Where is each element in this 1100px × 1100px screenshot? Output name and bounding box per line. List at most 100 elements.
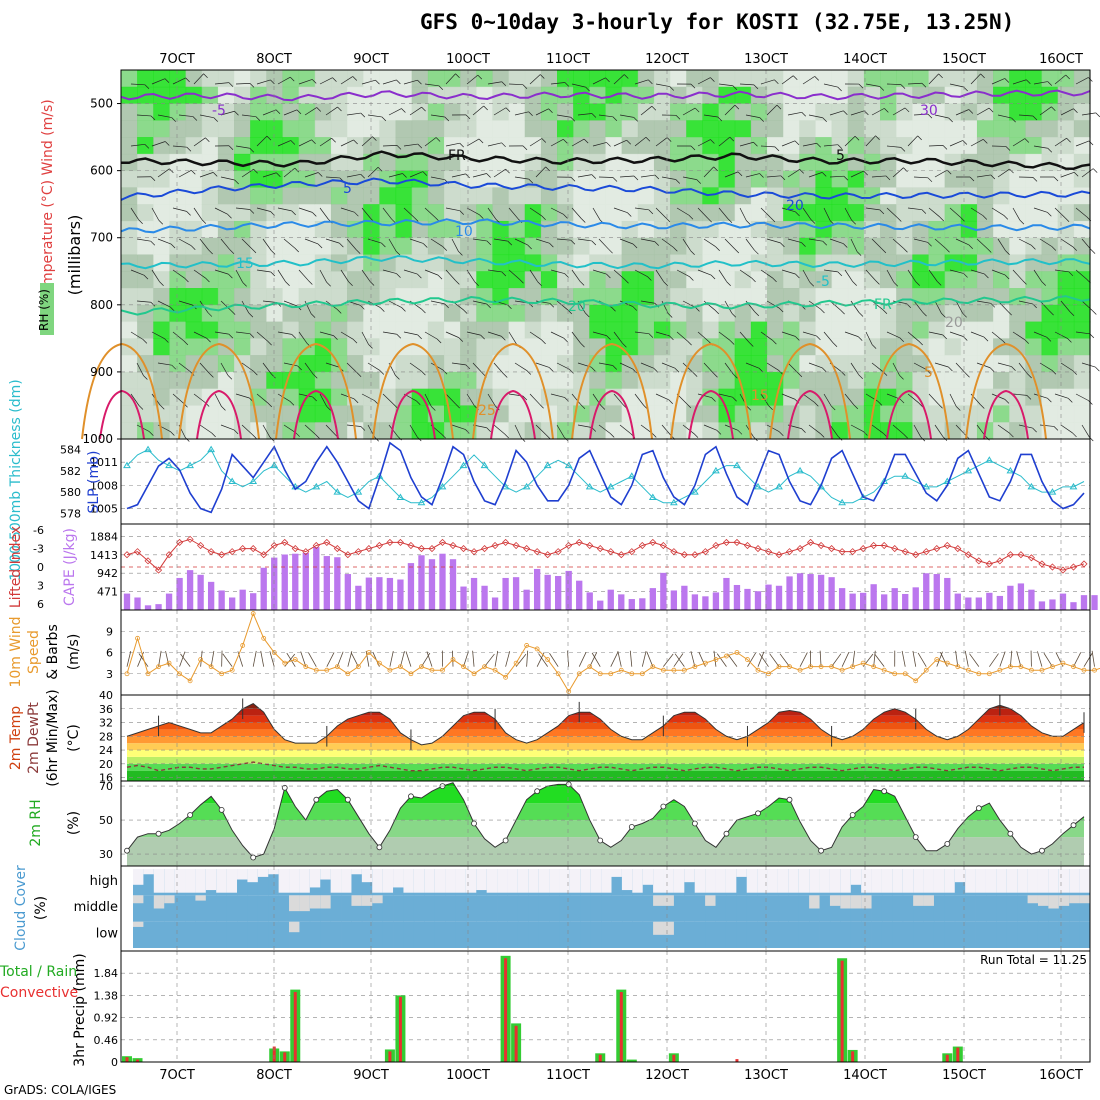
wind-barb <box>592 269 607 275</box>
rh-cell <box>330 170 348 189</box>
wind-barb-flag <box>731 312 737 318</box>
rh-cell <box>121 170 138 189</box>
cloud-high-clear <box>601 869 612 893</box>
wind-barb <box>151 141 166 147</box>
rh-cell <box>653 405 671 423</box>
wind-speed-point <box>934 657 940 662</box>
rh-cell <box>508 70 526 88</box>
wind-barb <box>214 393 222 407</box>
rh-cell <box>217 288 235 306</box>
lifted-point <box>933 545 941 553</box>
cape-bar <box>555 575 562 610</box>
wind-barb-flag <box>170 243 176 249</box>
rh-cell <box>395 220 413 239</box>
cloud-high-clear <box>1006 869 1018 893</box>
wind-barb-flag <box>809 282 815 287</box>
rh-cell <box>395 237 413 256</box>
rh-cell <box>767 355 784 373</box>
wind-barb-flag <box>980 73 985 79</box>
rh-cell <box>363 371 380 390</box>
thickness-point <box>838 498 847 506</box>
wind-barb-flag <box>228 333 234 339</box>
lifted-point <box>922 548 930 556</box>
rh-band <box>127 820 1084 838</box>
cloud-high-clear <box>538 869 550 893</box>
rh-cell <box>831 388 849 407</box>
wind-barb-flag <box>267 402 273 408</box>
wind-barb <box>1012 207 1021 221</box>
wind-barb <box>697 331 709 342</box>
rh-cell <box>783 120 800 138</box>
rh-cell <box>912 204 930 222</box>
wind-barb-flag <box>505 168 510 174</box>
rh-cell <box>960 254 978 272</box>
wind-barb <box>577 113 592 116</box>
rh-cell <box>201 405 219 423</box>
isotherm-line <box>81 342 163 440</box>
rh-cell <box>686 70 703 88</box>
wind-barb <box>493 238 508 242</box>
wind-barb <box>949 140 964 147</box>
rh-cell <box>767 338 784 356</box>
rh-cell <box>1009 70 1026 88</box>
wind-barb <box>713 650 717 667</box>
wind-barb <box>802 331 817 337</box>
wind-barb-flag <box>962 140 968 145</box>
wind-barb-flag <box>814 76 819 81</box>
wind-barb-flag <box>962 313 967 318</box>
temp-band <box>127 743 1084 751</box>
rh-cell <box>573 371 590 390</box>
wind-speed-point <box>419 664 424 670</box>
lifted-point <box>565 541 573 550</box>
rh-cell <box>169 220 187 239</box>
lifted-point <box>470 548 478 556</box>
rh-cell <box>508 120 526 138</box>
rh-cell <box>912 86 930 105</box>
rh-cell <box>928 86 946 105</box>
wind-barb-flag <box>969 176 975 182</box>
rh-point <box>660 803 667 810</box>
wind-barb <box>646 651 654 667</box>
wind-barb <box>430 238 443 247</box>
credit-text: GrADS: COLA/IGES <box>4 1083 117 1097</box>
rh-cell <box>121 288 138 306</box>
wind-barb-flag <box>821 367 827 373</box>
wind-barb-flag <box>339 242 344 248</box>
rh-cell <box>379 304 397 323</box>
precip-convective-bar <box>272 1046 276 1062</box>
wind-barb <box>850 362 859 375</box>
rh-cell <box>185 405 203 423</box>
wind-speed-point <box>482 664 487 670</box>
wind-barb-flag <box>585 312 590 318</box>
wind-barb <box>214 82 229 85</box>
wind-barb-flag <box>1095 366 1100 372</box>
wind-barb-flag <box>380 307 385 312</box>
rh-cell <box>605 405 623 423</box>
cloud-low-cell <box>164 921 176 948</box>
wind-barb <box>718 393 733 398</box>
y-tick-label: 471 <box>97 586 118 599</box>
rh-point <box>755 810 761 817</box>
rh-cell <box>1041 220 1059 239</box>
cloud-high-clear <box>309 869 321 888</box>
contour-label: 20 <box>786 198 804 214</box>
cloud-middle-cell <box>1027 895 1039 922</box>
rh-cell <box>347 371 364 390</box>
wind-barb <box>619 114 634 118</box>
wind-speed-point <box>124 671 130 677</box>
cape-bar <box>544 574 551 610</box>
wind-barb-flag <box>853 404 859 410</box>
wind-barb-flag <box>486 303 491 309</box>
cloud-middle-cell <box>954 895 966 922</box>
x-tick-label-top: 11OCT <box>546 52 590 67</box>
wind-barb <box>451 424 466 430</box>
rh-cell <box>121 204 138 222</box>
rh-cell <box>1041 321 1059 339</box>
rh-cell <box>1073 422 1091 440</box>
wind-barb-flag <box>695 307 700 312</box>
cape-bar <box>807 574 814 610</box>
wind-barb <box>912 650 917 667</box>
rh-cell <box>573 254 590 272</box>
rh-cell <box>880 271 897 289</box>
rh-cell <box>718 137 736 155</box>
